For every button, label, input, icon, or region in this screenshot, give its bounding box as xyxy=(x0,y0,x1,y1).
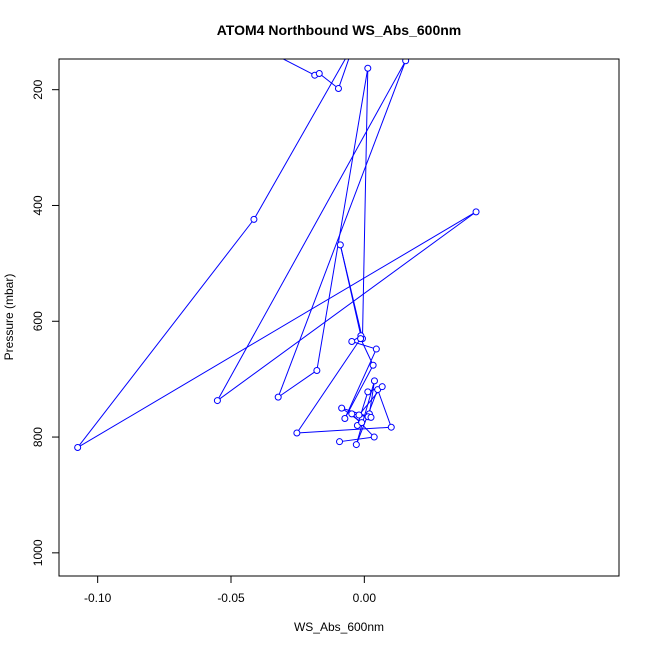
data-point xyxy=(355,411,363,419)
data-point xyxy=(370,433,378,441)
series-line-segment xyxy=(296,426,392,434)
data-point xyxy=(313,366,321,374)
y-tick-label: 400 xyxy=(31,195,45,215)
series-line-segment xyxy=(216,60,407,401)
series-line-segment xyxy=(318,73,339,89)
data-point xyxy=(348,410,356,418)
data-point xyxy=(364,64,372,72)
data-point xyxy=(338,404,346,412)
series-line-segment xyxy=(277,60,407,398)
x-tick-label: -0.10 xyxy=(84,591,112,605)
data-point xyxy=(74,443,82,451)
data-point xyxy=(250,215,258,223)
data-point xyxy=(348,338,356,346)
data-point xyxy=(378,383,386,391)
data-point xyxy=(341,415,349,423)
data-point xyxy=(293,429,301,437)
data-point xyxy=(370,377,378,385)
plot-frame xyxy=(58,58,620,577)
series-line-segment xyxy=(253,59,346,220)
data-point xyxy=(336,241,344,249)
series-group xyxy=(74,59,480,451)
series-line-segment xyxy=(355,380,375,445)
x-tick-label: 0.00 xyxy=(353,591,377,605)
data-point xyxy=(364,388,372,396)
data-point xyxy=(336,438,344,446)
x-tick-label: -0.05 xyxy=(217,591,245,605)
data-point xyxy=(472,208,480,216)
series-line-segment xyxy=(217,211,477,401)
data-point xyxy=(387,423,395,431)
y-tick-label: 600 xyxy=(31,311,45,331)
data-point xyxy=(369,361,377,369)
series-line-segment xyxy=(316,68,369,371)
series-line-segment xyxy=(377,389,392,428)
series-line-segment xyxy=(337,59,350,89)
series-line-segment xyxy=(368,380,375,414)
series-line-segment xyxy=(296,338,362,434)
data-point xyxy=(315,69,323,77)
data-point xyxy=(357,335,365,343)
series-line-segment xyxy=(356,391,369,426)
series-line-segment xyxy=(339,244,362,336)
series-line-segment xyxy=(360,338,374,366)
y-tick-label: 800 xyxy=(31,427,45,447)
chart-title: ATOM4 Northbound WS_Abs_600nm xyxy=(217,22,462,38)
y-tick-label: 1000 xyxy=(31,539,45,566)
y-axis-label: Pressure (mbar) xyxy=(2,274,16,361)
series-line-segment xyxy=(277,370,318,398)
series-line-segment xyxy=(77,211,477,448)
data-point xyxy=(372,345,380,353)
series-line-segment xyxy=(77,219,255,448)
series-line-segment xyxy=(361,68,369,339)
data-point xyxy=(358,419,366,427)
y-tick-label: 200 xyxy=(31,79,45,99)
data-point xyxy=(213,397,221,405)
data-point xyxy=(334,85,342,93)
data-point xyxy=(352,441,360,449)
x-axis-label: WS_Abs_600nm xyxy=(294,620,384,634)
data-point xyxy=(367,413,375,421)
data-point xyxy=(274,393,282,401)
data-point xyxy=(402,59,410,65)
series-line-segment xyxy=(344,365,374,419)
series-line-segment xyxy=(339,436,375,443)
